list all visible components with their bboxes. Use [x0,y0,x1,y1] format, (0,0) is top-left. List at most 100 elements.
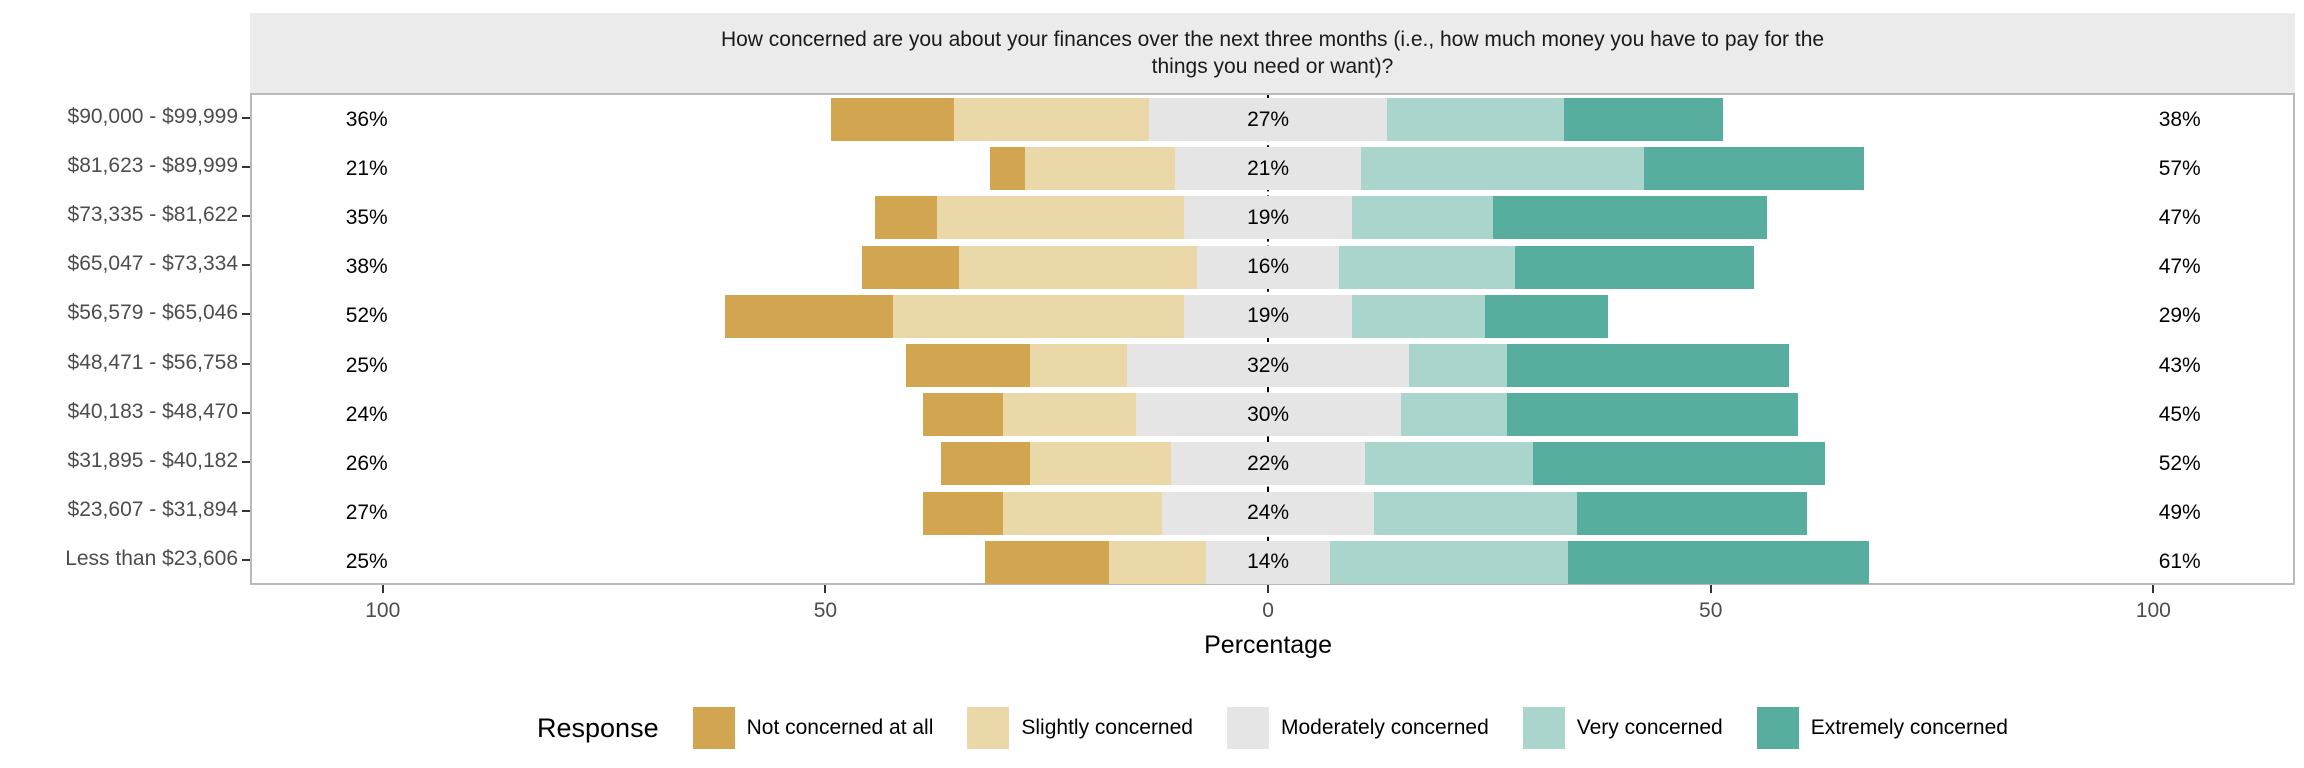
row-left-total-label: 38% [345,255,388,279]
x-axis-tick [2152,585,2155,593]
row-right-total-label: 52% [2158,451,2201,475]
legend-swatch-slightly-concerned [967,707,1010,749]
y-axis-label: $65,047 - $73,334 [67,252,238,276]
bar-segment-not-concerned-at-all [985,540,1110,584]
stacked-bar [905,344,1790,388]
bar-segment-very-concerned [1351,294,1485,338]
row-right-total-label: 61% [2158,550,2201,574]
y-axis-label: $56,579 - $65,046 [67,301,238,325]
row-middle-label: 27% [1247,107,1290,131]
legend-item-extremely-concerned: Extremely concerned [1756,707,2008,749]
bar-segment-slightly-concerned [1003,491,1163,535]
bar-row: 52% 19% 29% [252,292,2293,341]
row-middle-label: 30% [1247,402,1290,426]
legend-items: Not concerned at all Slightly concerned Mo… [692,707,2008,749]
x-axis-title: Percentage [1204,631,1332,659]
y-axis-label: $48,471 - $56,758 [67,350,238,374]
bar-segment-not-concerned-at-all [923,393,1003,437]
row-middle-label: 32% [1247,353,1290,377]
bar-row: 35% 19% 47% [252,193,2293,242]
bar-segment-not-concerned-at-all [923,491,1003,535]
stacked-bar [861,245,1754,289]
bar-segment-extremely-concerned [1643,147,1865,191]
legend-swatch-very-concerned [1522,707,1565,749]
bar-row: 38% 16% 47% [252,243,2293,292]
bar-segment-slightly-concerned [1029,442,1171,486]
x-axis-tick-label: 0 [1262,599,1274,622]
row-left-total-label: 25% [345,550,388,574]
bar-row: 25% 14% 61% [252,538,2293,587]
y-axis-tick [242,165,250,168]
bar-segment-not-concerned-at-all [941,442,1030,486]
bar-segment-moderately-concerned [1126,344,1410,388]
legend: Response Not concerned at all Slightly co… [250,700,2295,756]
row-middle-label: 14% [1247,550,1290,574]
y-axis-label: $40,183 - $48,470 [67,399,238,423]
row-right-total-label: 57% [2158,156,2201,180]
bar-row: 24% 30% 45% [252,390,2293,439]
bar-segment-moderately-concerned [1197,245,1339,289]
y-axis-tick [242,461,250,463]
bar-segment-slightly-concerned [954,98,1149,142]
bar-segment-very-concerned [1360,147,1644,191]
y-axis-tick [242,362,250,365]
bar-segment-extremely-concerned [1506,393,1799,437]
row-middle-label: 21% [1247,156,1290,180]
row-left-total-label: 35% [345,205,388,229]
legend-swatch-extremely-concerned [1756,707,1799,749]
legend-label: Moderately concerned [1280,716,1489,739]
chart-title-line-2: things you need or want)? [1151,55,1394,78]
bar-segment-extremely-concerned [1515,245,1754,289]
x-axis-tick [1709,585,1712,593]
legend-label: Not concerned at all [746,716,934,739]
row-left-total-label: 26% [345,451,388,475]
bar-row: 27% 24% 49% [252,489,2293,538]
bar-segment-moderately-concerned [1162,491,1375,535]
legend-label: Slightly concerned [1021,716,1193,739]
y-axis-tick [242,313,250,316]
legend-item-moderately-concerned: Moderately concerned [1226,707,1489,749]
x-axis-tick [381,585,384,593]
bar-segment-slightly-concerned [1003,393,1136,437]
stacked-bar [941,442,1825,486]
bar-segment-very-concerned [1400,393,1507,437]
stacked-bar [989,147,1865,191]
bar-segment-very-concerned [1374,491,1578,535]
bar-segment-very-concerned [1338,245,1516,289]
bar-segment-slightly-concerned [958,245,1198,289]
legend-item-very-concerned: Very concerned [1522,707,1723,749]
bar-row: 21% 21% 57% [252,144,2293,193]
row-left-total-label: 25% [345,353,388,377]
legend-label: Very concerned [1576,716,1723,739]
bar-segment-extremely-concerned [1568,540,1869,584]
row-left-total-label: 52% [345,304,388,328]
x-axis-tick [1267,585,1270,593]
bar-segment-moderately-concerned [1135,393,1401,437]
row-middle-label: 19% [1247,304,1290,328]
bar-segment-very-concerned [1409,344,1507,388]
bar-segment-moderately-concerned [1184,294,1352,338]
bar-segment-slightly-concerned [892,294,1185,338]
y-axis-label: Less than $23,606 [65,547,238,571]
bar-segment-not-concerned-at-all [989,147,1026,191]
y-axis-label: $90,000 - $99,999 [67,104,238,128]
bar-row: 25% 32% 43% [252,341,2293,390]
bar-segment-extremely-concerned [1564,98,1724,142]
bar-segment-moderately-concerned [1175,147,1361,191]
legend-swatch-moderately-concerned [1226,707,1269,749]
y-axis-tick [242,411,250,414]
bar-segment-moderately-concerned [1148,98,1388,142]
bar-segment-very-concerned [1365,442,1534,486]
y-axis-tick [242,510,250,513]
stacked-bar [985,540,1869,584]
row-right-total-label: 43% [2158,353,2201,377]
row-left-total-label: 24% [345,402,388,426]
row-right-total-label: 45% [2158,402,2201,426]
row-middle-label: 19% [1247,205,1290,229]
row-right-total-label: 38% [2158,107,2201,131]
legend-label: Extremely concerned [1810,716,2008,739]
x-axis-tick-label: 100 [365,599,401,622]
y-axis-label: $31,895 - $40,182 [67,449,238,472]
bar-segment-slightly-concerned [1029,344,1127,388]
bar-segment-not-concerned-at-all [905,344,1030,388]
